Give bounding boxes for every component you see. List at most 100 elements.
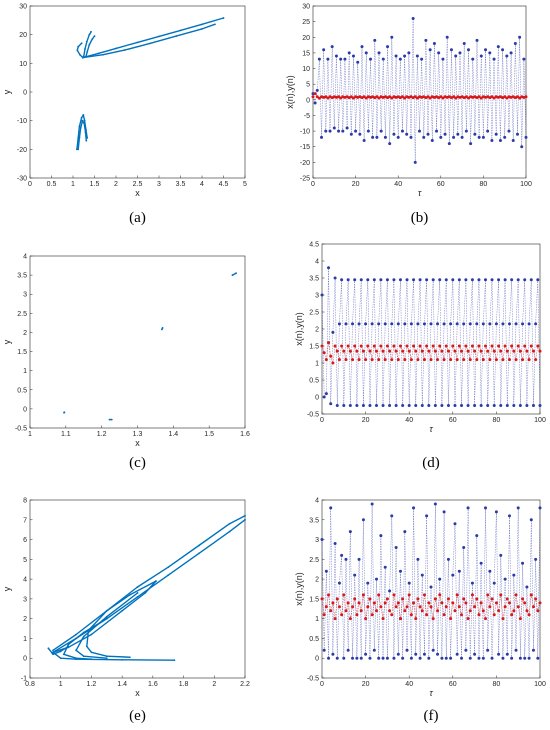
series-x-point [462, 545, 466, 549]
series-x-point [422, 652, 426, 656]
scatter-point [244, 518, 246, 521]
series-x-point [379, 278, 383, 282]
series-x-point [392, 278, 396, 282]
series-x-point [436, 322, 440, 326]
series-x-point [529, 278, 533, 282]
attractor-curve [76, 114, 88, 150]
series-y-point [320, 597, 324, 601]
series-x-point [523, 278, 527, 282]
series-x-point [523, 656, 527, 660]
scatter-point [77, 148, 80, 151]
series-x-point [488, 322, 492, 326]
series-y-point [466, 349, 470, 353]
series-y-point [429, 358, 433, 362]
series-x-point [536, 278, 540, 282]
x-axis-label: τ [429, 688, 433, 698]
series-x-point [381, 656, 385, 660]
series-y-point [368, 597, 372, 601]
series-x-point [359, 278, 363, 282]
series-x-point [345, 126, 349, 130]
series-y-point [503, 605, 507, 609]
series-x-point [460, 656, 464, 660]
x-tick-label: 40 [405, 681, 413, 688]
series-x-point [455, 652, 459, 656]
series-y-point [420, 609, 424, 613]
series-y-point [407, 349, 411, 353]
series-y-point [409, 613, 413, 617]
series-x-point [433, 404, 437, 407]
series-x-point [451, 278, 455, 282]
y-tick-label: 0.5 [309, 636, 319, 643]
series-y-point [518, 349, 522, 353]
plot-area-a [29, 5, 246, 179]
series-x-point [394, 54, 398, 58]
scatter-point [108, 418, 111, 421]
series-y-point [329, 609, 333, 613]
scatter-point [102, 53, 104, 56]
scatter-point [63, 411, 66, 414]
series-x-point [479, 404, 483, 407]
series-x-point [451, 573, 455, 577]
series-x-point [531, 404, 535, 407]
series-y-point [440, 601, 444, 605]
scatter-point [158, 35, 160, 38]
series-x-point [486, 129, 490, 133]
series-y-point [422, 358, 426, 362]
y-tick-label: 1 [315, 361, 319, 368]
scatter-point [67, 645, 70, 648]
series-y-point [453, 609, 457, 613]
series-x-point [356, 60, 360, 64]
series-x-point [335, 404, 339, 407]
series-x-point [390, 35, 394, 39]
series-x-point [427, 656, 431, 660]
series-x-point [497, 652, 501, 656]
series-y-point [322, 351, 326, 355]
series-y-point [436, 609, 440, 613]
scatter-point [136, 596, 139, 598]
scatter-point [235, 272, 237, 275]
scatter-point [97, 52, 100, 55]
x-tick-label: 40 [405, 417, 413, 424]
y-tick-label: 4 [23, 254, 27, 261]
series-x-point [420, 57, 424, 61]
series-x-point [437, 51, 441, 55]
scatter-point [85, 139, 88, 142]
scatter-point [81, 56, 84, 59]
series-x-point [428, 48, 432, 52]
series-y-point [348, 617, 352, 621]
series-y-point [475, 597, 479, 601]
y-tick-label: 6 [23, 537, 27, 544]
series-y-point [340, 344, 344, 348]
series-x-point [475, 322, 479, 326]
series-y-point [442, 613, 446, 617]
y-tick-label: 0 [23, 656, 27, 663]
series-x-point [481, 656, 485, 660]
series-y-point [412, 344, 416, 348]
series-x-point [403, 322, 407, 326]
series-x-point [446, 404, 450, 407]
y-axis-label: x(n),y(n) [285, 75, 295, 109]
scatter-point [75, 649, 77, 652]
panel-label-a: (a) [129, 210, 146, 226]
series-x-point [538, 506, 542, 510]
attractor-curve [63, 618, 108, 660]
series-x-point [377, 322, 381, 326]
series-x-point [475, 534, 479, 538]
series-y-point [379, 344, 383, 348]
scatter-point [105, 657, 108, 660]
x-tick-label: 1.6 [240, 431, 250, 438]
series-y-point [524, 95, 528, 99]
series-x-point [440, 404, 444, 407]
series-x-point [330, 45, 334, 49]
x-tick-label: 60 [449, 681, 457, 688]
series-x-point [366, 278, 370, 282]
series-y-point [457, 344, 461, 348]
y-tick-label: 2 [315, 327, 319, 334]
series-x-point [344, 557, 348, 561]
series-y-point [481, 609, 485, 613]
panel-label-e: (e) [129, 708, 146, 724]
series-x-point [426, 132, 430, 136]
series-x-point [518, 404, 522, 407]
scatter-point [80, 116, 83, 119]
scatter-point [85, 40, 88, 43]
